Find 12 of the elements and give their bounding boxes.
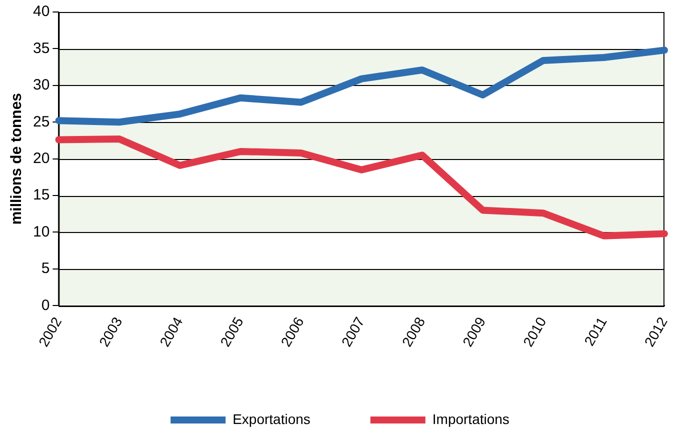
y-tick-label: 5 <box>41 260 50 278</box>
y-tick-label: 40 <box>32 3 50 20</box>
legend-label: Exportations <box>232 410 310 427</box>
y-axis-title: millions de tonnes <box>8 92 26 225</box>
y-tick-label: 0 <box>41 296 50 314</box>
y-tick-label: 20 <box>32 150 50 167</box>
legend-label: Importations <box>432 410 510 427</box>
y-tick-label: 25 <box>32 113 50 130</box>
y-tick-label: 15 <box>32 186 50 204</box>
y-tick-label: 35 <box>32 40 50 57</box>
y-tick-label: 10 <box>32 223 50 240</box>
y-tick-label: 30 <box>32 76 50 94</box>
